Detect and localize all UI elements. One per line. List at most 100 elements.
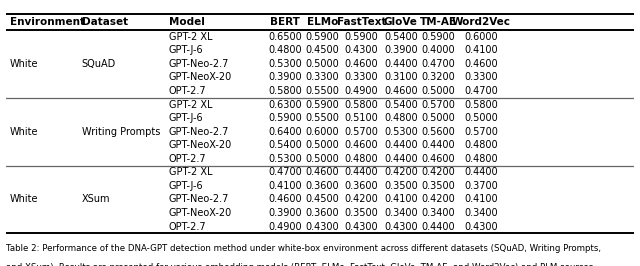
Text: 0.4200: 0.4200: [384, 167, 418, 177]
Text: 0.3600: 0.3600: [306, 181, 339, 191]
Text: 0.4500: 0.4500: [306, 45, 339, 55]
Text: 0.4200: 0.4200: [344, 194, 378, 205]
Text: 0.6500: 0.6500: [268, 32, 301, 42]
Text: 0.5700: 0.5700: [422, 99, 456, 110]
Text: 0.3500: 0.3500: [422, 181, 456, 191]
Text: 0.6000: 0.6000: [306, 127, 339, 137]
Text: 0.4600: 0.4600: [268, 194, 301, 205]
Text: 0.4600: 0.4600: [344, 59, 378, 69]
Text: 0.5800: 0.5800: [268, 86, 301, 96]
Text: 0.3300: 0.3300: [306, 72, 339, 82]
Text: 0.4100: 0.4100: [384, 194, 418, 205]
Text: 0.3100: 0.3100: [384, 72, 418, 82]
Text: 0.4400: 0.4400: [384, 154, 418, 164]
Text: 0.5400: 0.5400: [384, 99, 418, 110]
Text: 0.4400: 0.4400: [384, 140, 418, 150]
Text: 0.4300: 0.4300: [384, 222, 418, 232]
Text: GPT-2 XL: GPT-2 XL: [169, 32, 212, 42]
Text: 0.5100: 0.5100: [344, 113, 378, 123]
Text: Table 2: Performance of the DNA-GPT detection method under white-box environment: Table 2: Performance of the DNA-GPT dete…: [6, 244, 602, 253]
Text: 0.4900: 0.4900: [344, 86, 378, 96]
Text: GPT-Neo-2.7: GPT-Neo-2.7: [169, 194, 229, 205]
Text: ELMo: ELMo: [307, 17, 338, 27]
Text: GPT-J-6: GPT-J-6: [169, 113, 204, 123]
Text: 0.3400: 0.3400: [422, 208, 455, 218]
Text: GPT-NeoX-20: GPT-NeoX-20: [169, 208, 232, 218]
Text: 0.3300: 0.3300: [344, 72, 378, 82]
Text: 0.4400: 0.4400: [465, 167, 499, 177]
Text: 0.3600: 0.3600: [306, 208, 339, 218]
Text: 0.5700: 0.5700: [465, 127, 499, 137]
Text: OPT-2.7: OPT-2.7: [169, 222, 207, 232]
Text: 0.4100: 0.4100: [465, 194, 499, 205]
Text: SQuAD: SQuAD: [82, 59, 116, 69]
Text: Dataset: Dataset: [82, 17, 128, 27]
Text: OPT-2.7: OPT-2.7: [169, 154, 207, 164]
Text: 0.5900: 0.5900: [306, 99, 339, 110]
Text: 0.5000: 0.5000: [306, 140, 339, 150]
Text: 0.5400: 0.5400: [384, 32, 418, 42]
Text: 0.4800: 0.4800: [268, 45, 301, 55]
Text: 0.4200: 0.4200: [422, 194, 456, 205]
Text: 0.4900: 0.4900: [268, 222, 301, 232]
Text: 0.5300: 0.5300: [268, 59, 301, 69]
Text: GPT-J-6: GPT-J-6: [169, 45, 204, 55]
Text: 0.5600: 0.5600: [422, 127, 456, 137]
Text: 0.6000: 0.6000: [465, 32, 499, 42]
Text: GPT-2 XL: GPT-2 XL: [169, 99, 212, 110]
Text: Word2Vec: Word2Vec: [452, 17, 511, 27]
Text: 0.4300: 0.4300: [344, 45, 378, 55]
Text: 0.3900: 0.3900: [384, 45, 418, 55]
Text: 0.5000: 0.5000: [422, 113, 456, 123]
Text: 0.4200: 0.4200: [422, 167, 456, 177]
Text: GPT-2 XL: GPT-2 XL: [169, 167, 212, 177]
Text: 0.4100: 0.4100: [268, 181, 301, 191]
Text: XSum: XSum: [82, 194, 110, 205]
Text: 0.5500: 0.5500: [305, 113, 339, 123]
Text: Model: Model: [170, 17, 205, 27]
Text: FastText: FastText: [337, 17, 386, 27]
Text: 0.3600: 0.3600: [344, 181, 378, 191]
Text: 0.4700: 0.4700: [465, 86, 499, 96]
Text: GPT-NeoX-20: GPT-NeoX-20: [169, 140, 232, 150]
Text: 0.5400: 0.5400: [268, 140, 301, 150]
Text: Writing Prompts: Writing Prompts: [82, 127, 160, 137]
Text: 0.4800: 0.4800: [465, 140, 499, 150]
Text: 0.4600: 0.4600: [306, 167, 339, 177]
Text: 0.4300: 0.4300: [344, 222, 378, 232]
Text: White: White: [10, 194, 38, 205]
Text: 0.4400: 0.4400: [344, 167, 378, 177]
Text: 0.3400: 0.3400: [384, 208, 418, 218]
Text: 0.5900: 0.5900: [268, 113, 301, 123]
Text: 0.5000: 0.5000: [306, 154, 339, 164]
Text: 0.3200: 0.3200: [422, 72, 456, 82]
Text: 0.5800: 0.5800: [465, 99, 499, 110]
Text: GPT-Neo-2.7: GPT-Neo-2.7: [169, 59, 229, 69]
Text: 0.4100: 0.4100: [465, 45, 499, 55]
Text: 0.3900: 0.3900: [268, 208, 301, 218]
Text: 0.4500: 0.4500: [306, 194, 339, 205]
Text: GPT-J-6: GPT-J-6: [169, 181, 204, 191]
Text: 0.3900: 0.3900: [268, 72, 301, 82]
Text: 0.4300: 0.4300: [306, 222, 339, 232]
Text: 0.3500: 0.3500: [344, 208, 378, 218]
Text: White: White: [10, 127, 38, 137]
Text: 0.5300: 0.5300: [268, 154, 301, 164]
Text: 0.5900: 0.5900: [344, 32, 378, 42]
Text: 0.4400: 0.4400: [422, 140, 455, 150]
Text: 0.4400: 0.4400: [422, 222, 455, 232]
Text: White: White: [10, 59, 38, 69]
Text: 0.5500: 0.5500: [305, 86, 339, 96]
Text: 0.4600: 0.4600: [465, 59, 499, 69]
Text: 0.4800: 0.4800: [465, 154, 499, 164]
Text: 0.4600: 0.4600: [344, 140, 378, 150]
Text: 0.5900: 0.5900: [306, 32, 339, 42]
Text: 0.5700: 0.5700: [344, 127, 378, 137]
Text: 0.4600: 0.4600: [384, 86, 418, 96]
Text: OPT-2.7: OPT-2.7: [169, 86, 207, 96]
Text: 0.5000: 0.5000: [422, 86, 456, 96]
Text: 0.3400: 0.3400: [465, 208, 499, 218]
Text: 0.5000: 0.5000: [306, 59, 339, 69]
Text: 0.6300: 0.6300: [268, 99, 301, 110]
Text: 0.6400: 0.6400: [268, 127, 301, 137]
